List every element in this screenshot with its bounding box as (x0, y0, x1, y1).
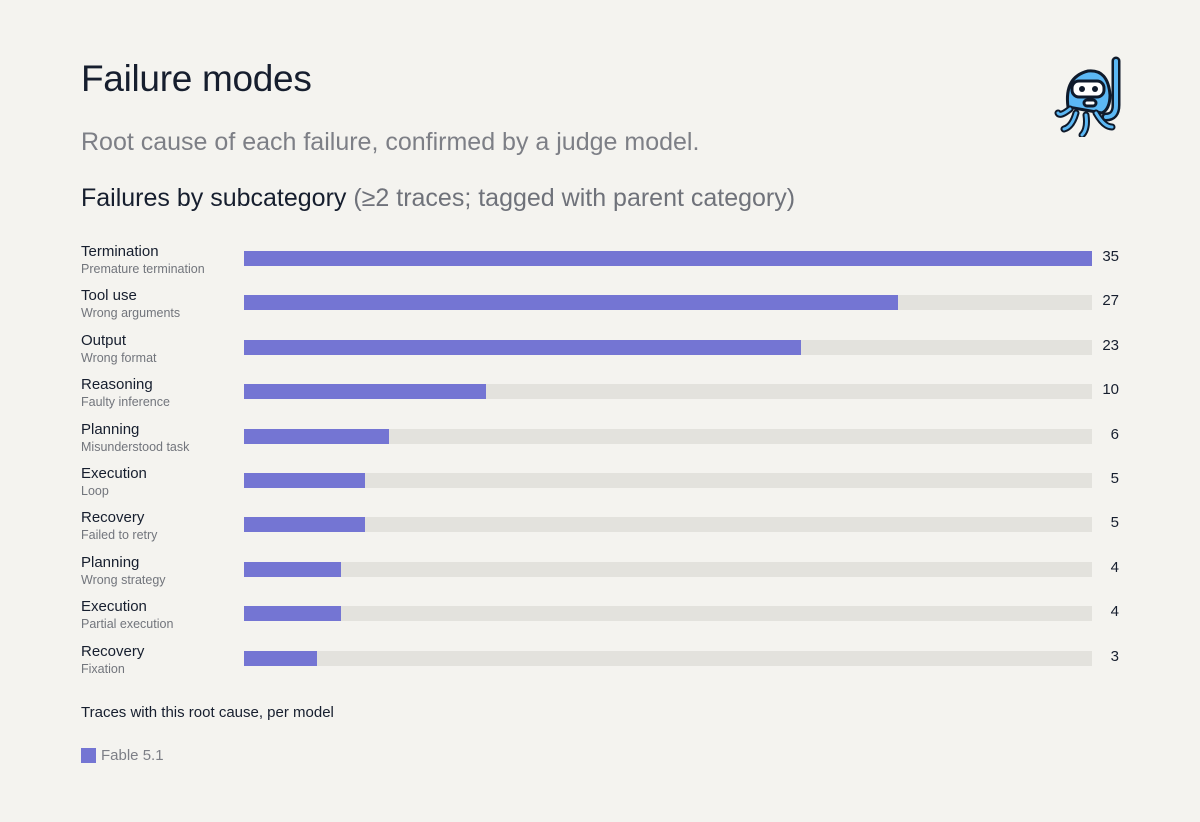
bar-subcategory-label: Loop (81, 484, 109, 498)
bar (244, 428, 390, 444)
bar-value-label: 4 (1110, 603, 1119, 621)
bar-value-label: 5 (1110, 514, 1119, 532)
bar-value-label: 5 (1110, 470, 1119, 487)
bar-row: Planning Wrong strategy 4 (0, 554, 1200, 598)
bar (244, 650, 317, 666)
bar (244, 251, 1092, 266)
bar-value-label: 27 (1102, 292, 1119, 310)
bar-value-label: 3 (1110, 647, 1119, 665)
bar (244, 561, 341, 577)
bar-category-label: Tool use (81, 287, 137, 305)
bar-subcategory-label: Partial execution (81, 617, 174, 632)
bar-track (244, 473, 1092, 488)
legend-label: Fable 5.1 (101, 747, 164, 764)
bar-value-label: 23 (1102, 336, 1119, 354)
section-heading: Failures by subcategory (≥2 traces; tagg… (81, 184, 795, 213)
bar-category-label: Recovery (81, 642, 145, 660)
bar-row: Reasoning Faulty inference 10 (0, 376, 1200, 420)
bar-subcategory-label: Premature termination (81, 262, 205, 276)
bar-category-label: Recovery (81, 509, 145, 527)
bar-track (244, 428, 1092, 444)
page-title: Failure modes (81, 58, 312, 99)
bar (244, 517, 366, 533)
bar-subcategory-label: Misunderstood task (81, 439, 190, 454)
bar-row: Planning Misunderstood task 6 (0, 421, 1200, 465)
bar-subcategory-label: Fixation (81, 661, 125, 676)
bar-row: Tool use Wrong arguments 27 (0, 287, 1200, 331)
bar-track (244, 339, 1092, 355)
bar-category-label: Output (81, 331, 127, 349)
bar-track (244, 251, 1092, 266)
bar-subcategory-label: Faulty inference (81, 395, 170, 410)
legend-swatch (81, 748, 96, 763)
section-note: (≥2 traces; tagged with parent category) (353, 184, 796, 212)
bar (244, 473, 366, 488)
bar-row: Execution Partial execution 4 (0, 598, 1200, 642)
bar-row: Termination Premature termination 35 (0, 243, 1200, 287)
bar-category-label: Execution (81, 465, 147, 482)
bar-value-label: 4 (1110, 558, 1119, 576)
bar-track (244, 517, 1092, 533)
octopus-snorkel-icon (1054, 56, 1121, 137)
bar-track (244, 295, 1092, 311)
bar-category-label: Reasoning (81, 376, 153, 394)
bar-row: Execution Loop 5 (0, 465, 1200, 509)
bar-subcategory-label: Failed to retry (81, 528, 158, 543)
bar-subcategory-label: Wrong format (81, 350, 157, 365)
bar-value-label: 6 (1110, 425, 1119, 443)
bar-value-label: 10 (1102, 381, 1119, 399)
bar-category-label: Planning (81, 420, 140, 438)
bar-track (244, 561, 1092, 577)
bar-row: Recovery Failed to retry 5 (0, 509, 1200, 553)
legend-title: Traces with this root cause, per model (81, 704, 334, 721)
bar-row: Output Wrong format 23 (0, 332, 1200, 376)
bar-track (244, 650, 1092, 666)
bar (244, 339, 802, 355)
bar (244, 606, 341, 622)
bar-track (244, 606, 1092, 622)
bar-category-label: Planning (81, 553, 140, 571)
bar-subcategory-label: Wrong strategy (81, 572, 166, 587)
section-title: Failures by subcategory (81, 184, 347, 212)
bar (244, 295, 899, 311)
bar-row: Recovery Fixation 3 (0, 643, 1200, 687)
bar-value-label: 35 (1102, 248, 1119, 265)
bar-category-label: Termination (81, 243, 159, 260)
bar (244, 384, 487, 400)
bar-subcategory-label: Wrong arguments (81, 306, 181, 321)
bar-track (244, 384, 1092, 400)
bar-category-label: Execution (81, 598, 147, 616)
page-subtitle: Root cause of each failure, confirmed by… (81, 128, 700, 156)
